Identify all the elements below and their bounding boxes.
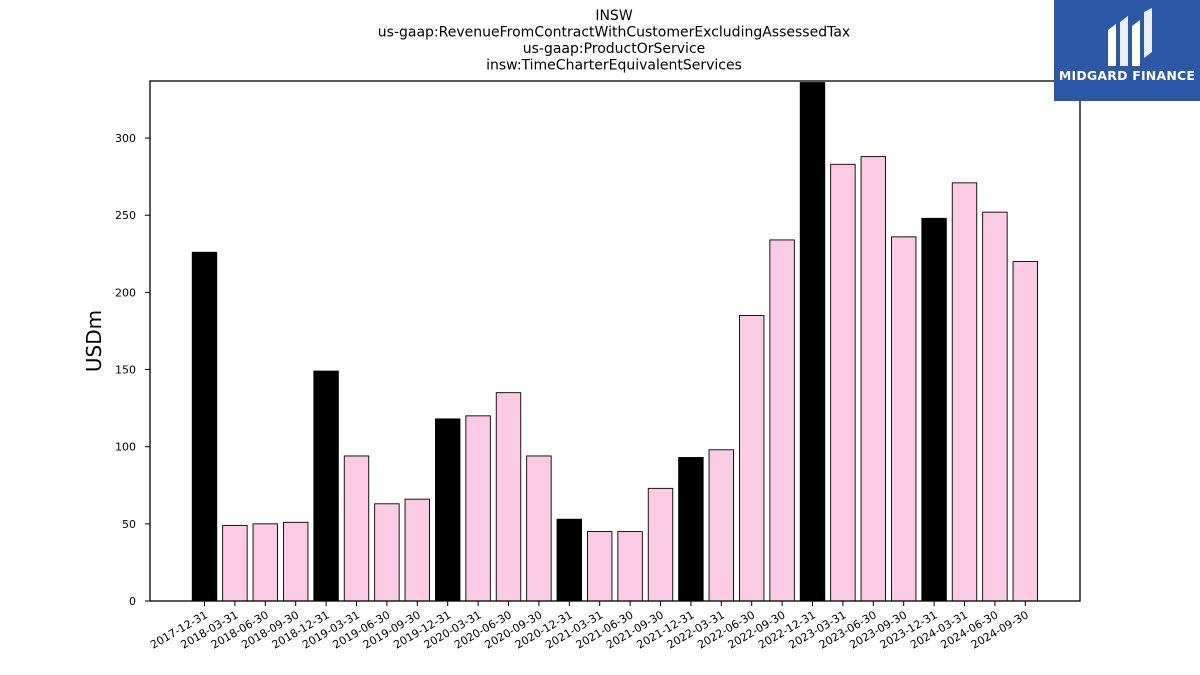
bar-2018-06-30 — [252, 523, 279, 602]
logo-text: MIDGARD FINANCE — [1058, 68, 1196, 83]
bar-2021-12-31 — [678, 457, 704, 602]
chart-title-line: INSW — [595, 8, 632, 24]
y-tick-label: 50 — [122, 518, 136, 531]
bar-2020-09-30 — [526, 455, 552, 602]
bar-2019-06-30 — [374, 503, 400, 602]
y-tick-label: 150 — [115, 364, 136, 377]
bar-2020-12-31 — [556, 518, 582, 602]
bar-2020-03-31 — [465, 415, 491, 602]
x-axis-ticks: 2017-12-312018-03-312018-06-302018-09-30… — [148, 601, 1031, 652]
bar-2022-09-30 — [769, 239, 795, 602]
chart-title: INSWus-gaap:RevenueFromContractWithCusto… — [378, 8, 850, 74]
y-axis-label: USDm — [82, 310, 106, 372]
brand-logo: MIDGARD FINANCE — [1054, 0, 1200, 101]
bar-2023-09-30 — [891, 236, 917, 602]
bar-2023-12-31 — [921, 217, 947, 602]
y-tick-label: 250 — [115, 209, 136, 222]
plot-frame — [149, 80, 1081, 602]
bar-2018-12-31 — [313, 370, 339, 602]
bar-2020-06-30 — [495, 392, 522, 602]
chart-title-line: us-gaap:RevenueFromContractWithCustomerE… — [378, 25, 850, 41]
bar-2023-03-31 — [830, 163, 856, 602]
chart-title-line: us-gaap:ProductOrService — [523, 41, 706, 57]
logo-mark-icon — [1108, 8, 1152, 66]
y-axis-ticks: 0 50 100 150 200 250 300 — [115, 132, 150, 608]
bar-2021-03-31 — [587, 531, 613, 602]
bar-2021-06-30 — [617, 531, 643, 602]
bar-2024-03-31 — [951, 182, 978, 602]
bar-2021-09-30 — [647, 487, 674, 602]
bar-2022-06-30 — [739, 315, 765, 602]
bar-2023-06-30 — [860, 156, 886, 602]
bar-2018-09-30 — [283, 521, 309, 602]
bar-2022-03-31 — [708, 449, 734, 602]
bar-2019-09-30 — [404, 498, 430, 602]
bar-2019-03-31 — [343, 455, 370, 602]
y-tick-label: 300 — [115, 132, 136, 145]
bar-2024-06-30 — [982, 211, 1008, 602]
y-tick-label: 100 — [115, 441, 136, 454]
y-tick-label: 0 — [129, 595, 136, 608]
chart-title-line: insw:TimeCharterEquivalentServices — [486, 58, 742, 74]
bar-2024-09-30 — [1012, 261, 1038, 602]
bar-2018-03-31 — [222, 524, 248, 602]
bar-2017-12-31 — [191, 251, 218, 602]
bars — [191, 82, 1038, 602]
bar-2019-12-31 — [435, 418, 461, 602]
bar-2022-12-31 — [799, 82, 826, 602]
y-tick-label: 200 — [115, 286, 136, 299]
